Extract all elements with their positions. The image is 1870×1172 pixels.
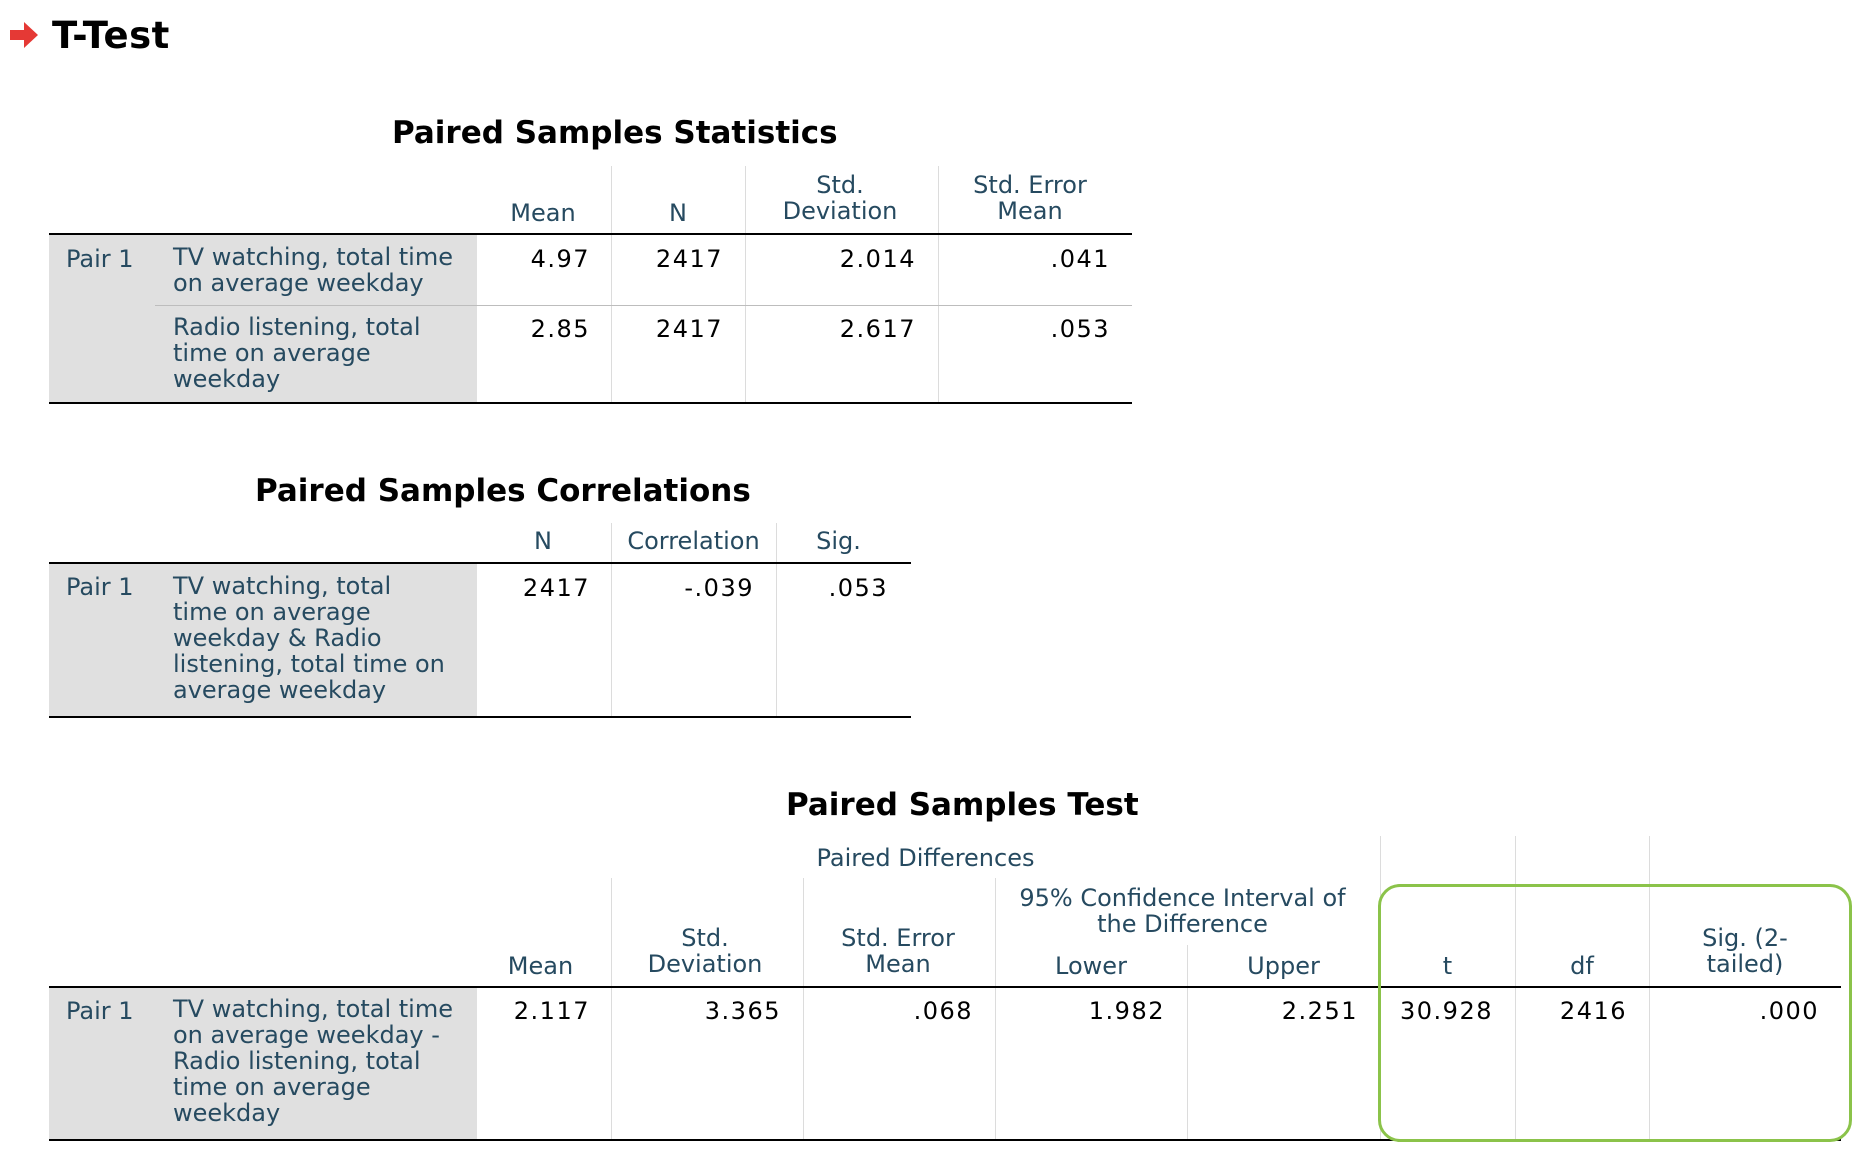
test-ci-header: 95% Confidence Interval of the Differenc… (1019, 884, 1346, 938)
corr-row-1-correlation: -.039 (684, 574, 754, 602)
test-row-1-mean: 2.117 (513, 997, 590, 1025)
test-col-t: t (1442, 952, 1453, 980)
stats-row-1-variable: TV watching, total time on average weekd… (173, 243, 453, 297)
stats-row-2-mean: 2.85 (530, 315, 590, 343)
highlight-box (1378, 884, 1852, 1142)
expand-arrow-icon[interactable] (10, 22, 38, 48)
test-col-std-dev: Std. Deviation (647, 924, 763, 978)
stats-col-std-dev: Std. Deviation (782, 171, 898, 225)
stats-table-title: Paired Samples Statistics (392, 115, 838, 151)
corr-col-correlation: Correlation (627, 527, 760, 555)
corr-row-1-n: 2417 (522, 574, 590, 602)
corr-row-1-variable: TV watching, total time on average weekd… (173, 572, 445, 704)
test-col-lower: Lower (1055, 952, 1127, 980)
test-row-1-upper: 2.251 (1281, 997, 1358, 1025)
stats-row-1-n: 2417 (655, 245, 723, 273)
stats-pair-label: Pair 1 (66, 245, 134, 273)
corr-row-1-sig: .053 (828, 574, 888, 602)
test-row-1-lower: 1.982 (1088, 997, 1165, 1025)
test-row-1-sig: .000 (1759, 997, 1819, 1025)
stats-row-2-std-dev: 2.617 (839, 315, 916, 343)
test-col-upper: Upper (1247, 952, 1320, 980)
test-row-1-std-dev: 3.365 (704, 997, 781, 1025)
corr-col-n: N (534, 527, 552, 555)
page-heading: T-Test (52, 14, 170, 57)
test-row-1-df: 2416 (1559, 997, 1627, 1025)
test-row-1-variable: TV watching, total time on average weekd… (173, 995, 453, 1127)
stats-row-2-variable: Radio listening, total time on average w… (173, 313, 421, 393)
stats-row-1-std-dev: 2.014 (839, 245, 916, 273)
test-pair-label: Pair 1 (66, 997, 134, 1025)
test-table-title: Paired Samples Test (786, 787, 1139, 823)
test-col-std-err: Std. Error Mean (841, 924, 955, 978)
stats-row-1-mean: 4.97 (530, 245, 590, 273)
test-group-header: Paired Differences (816, 844, 1035, 872)
test-row-1-t: 30.928 (1400, 997, 1493, 1025)
stats-row-1-std-err: .041 (1050, 245, 1110, 273)
stats-row-2-std-err: .053 (1050, 315, 1110, 343)
test-col-df: df (1570, 952, 1594, 980)
corr-table-title: Paired Samples Correlations (255, 473, 751, 509)
stats-col-n: N (669, 199, 687, 227)
corr-pair-label: Pair 1 (66, 573, 134, 601)
stats-col-std-err: Std. Error Mean (973, 171, 1087, 225)
test-row-1-std-err: .068 (913, 997, 973, 1025)
stats-row-2-n: 2417 (655, 315, 723, 343)
corr-col-sig: Sig. (816, 527, 861, 555)
stats-col-mean: Mean (510, 199, 576, 227)
test-col-sig: Sig. (2-tailed) (1702, 924, 1788, 978)
test-col-mean: Mean (507, 952, 574, 980)
